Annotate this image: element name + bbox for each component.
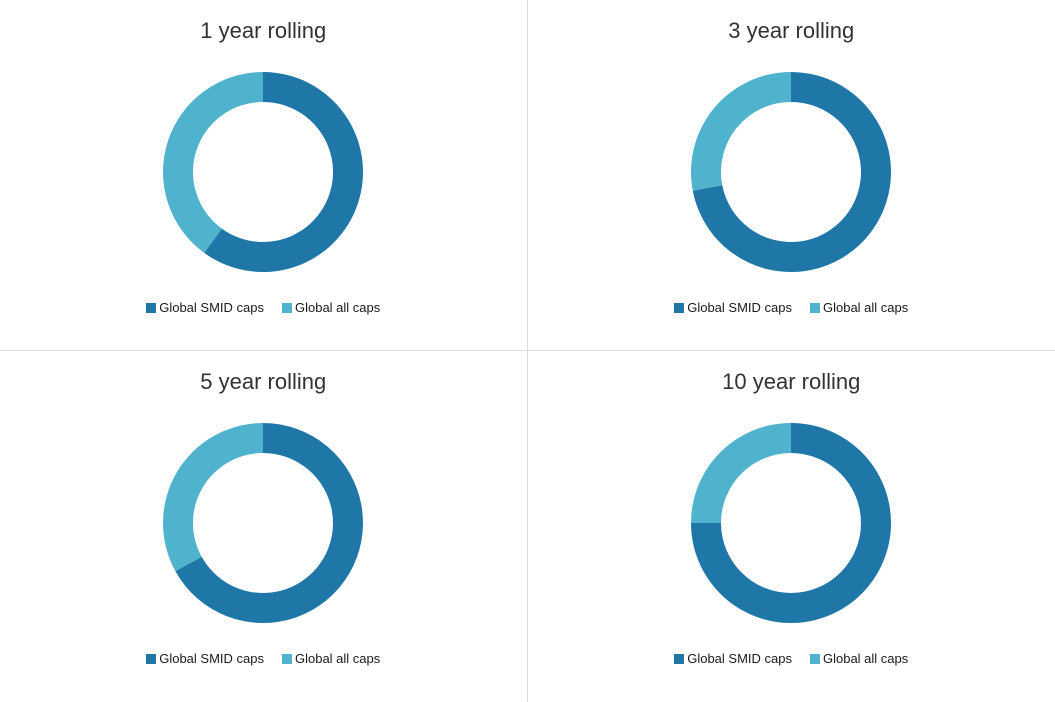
donut-slice-allcaps xyxy=(163,423,263,571)
legend-item-smid: Global SMID caps xyxy=(146,651,264,666)
legend: Global SMID caps Global all caps xyxy=(146,651,380,666)
chart-title: 3 year rolling xyxy=(728,18,854,44)
donut-chart-10year xyxy=(671,403,911,643)
legend-item-allcaps: Global all caps xyxy=(810,651,908,666)
legend-label: Global SMID caps xyxy=(159,300,264,315)
legend-item-smid: Global SMID caps xyxy=(674,651,792,666)
legend-swatch-smid xyxy=(146,303,156,313)
legend-item-smid: Global SMID caps xyxy=(146,300,264,315)
legend-item-smid: Global SMID caps xyxy=(674,300,792,315)
chart-title: 1 year rolling xyxy=(200,18,326,44)
legend-swatch-smid xyxy=(674,303,684,313)
legend-swatch-allcaps xyxy=(282,303,292,313)
legend-item-allcaps: Global all caps xyxy=(282,651,380,666)
legend-label: Global SMID caps xyxy=(687,651,792,666)
chart-grid: 1 year rolling Global SMID caps Global a… xyxy=(0,0,1055,702)
legend-item-allcaps: Global all caps xyxy=(282,300,380,315)
panel-3year: 3 year rolling Global SMID caps Global a… xyxy=(528,0,1055,351)
legend-swatch-allcaps xyxy=(810,303,820,313)
legend-swatch-allcaps xyxy=(282,654,292,664)
legend-swatch-smid xyxy=(674,654,684,664)
donut-slice-allcaps xyxy=(163,72,263,253)
panel-5year: 5 year rolling Global SMID caps Global a… xyxy=(0,351,528,702)
legend-label: Global all caps xyxy=(295,300,380,315)
legend: Global SMID caps Global all caps xyxy=(146,300,380,315)
legend-label: Global all caps xyxy=(295,651,380,666)
donut-chart-3year xyxy=(671,52,911,292)
donut-slice-allcaps xyxy=(691,72,791,191)
legend-label: Global all caps xyxy=(823,651,908,666)
panel-10year: 10 year rolling Global SMID caps Global … xyxy=(528,351,1055,702)
legend-label: Global all caps xyxy=(823,300,908,315)
donut-chart-1year xyxy=(143,52,383,292)
donut-chart-5year xyxy=(143,403,383,643)
legend: Global SMID caps Global all caps xyxy=(674,651,908,666)
legend: Global SMID caps Global all caps xyxy=(674,300,908,315)
legend-label: Global SMID caps xyxy=(159,651,264,666)
legend-item-allcaps: Global all caps xyxy=(810,300,908,315)
chart-title: 5 year rolling xyxy=(200,369,326,395)
panel-1year: 1 year rolling Global SMID caps Global a… xyxy=(0,0,528,351)
legend-label: Global SMID caps xyxy=(687,300,792,315)
legend-swatch-allcaps xyxy=(810,654,820,664)
chart-title: 10 year rolling xyxy=(722,369,860,395)
legend-swatch-smid xyxy=(146,654,156,664)
donut-slice-allcaps xyxy=(691,423,791,523)
